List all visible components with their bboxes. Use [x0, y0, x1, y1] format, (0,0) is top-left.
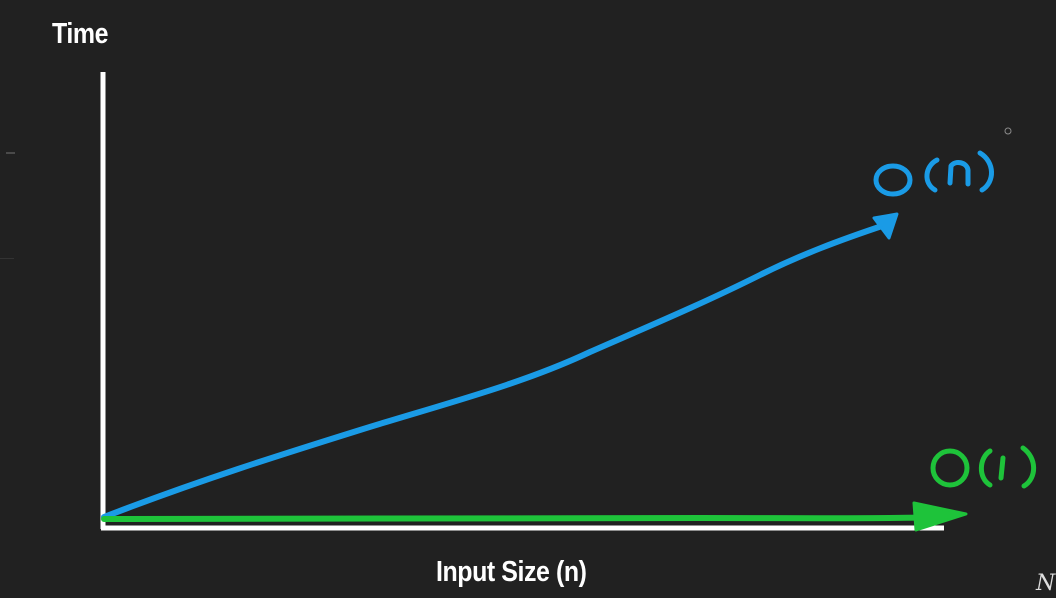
linear-curve-label: [873, 150, 994, 197]
y-axis-title: Time: [52, 18, 109, 50]
left-edge-tick: [6, 152, 15, 154]
constant-curve: [101, 514, 953, 522]
linear-growth-curve: [101, 222, 888, 520]
left-edge-divider: [0, 258, 14, 259]
constant-curve-label: [930, 445, 1037, 489]
linear-arrowhead: [872, 212, 899, 240]
x-axis-title: Input Size (n): [436, 556, 587, 588]
corner-watermark: N: [1035, 571, 1056, 596]
stray-dot: [1004, 127, 1012, 135]
constant-arrowhead: [912, 501, 968, 532]
